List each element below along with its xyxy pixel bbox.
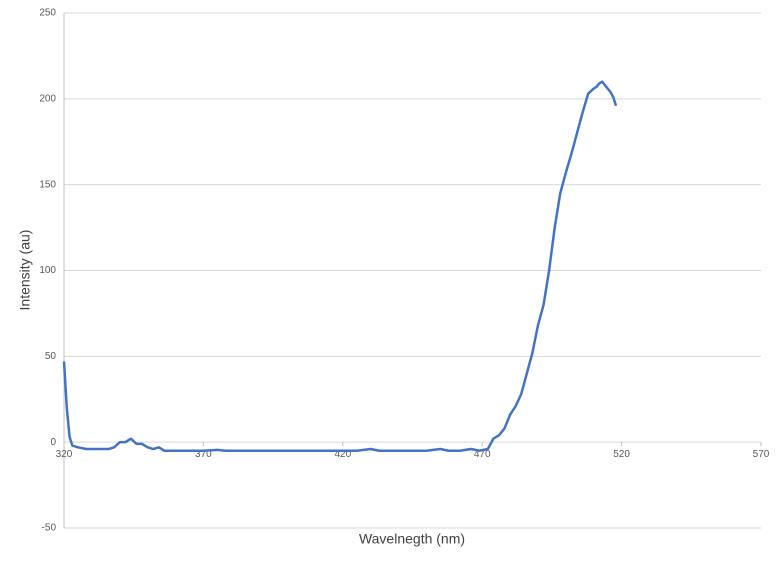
y-tick-label: -50 — [42, 523, 57, 534]
y-tick-label: 100 — [39, 265, 56, 276]
x-tick-label: 570 — [753, 449, 770, 460]
x-tick-label: 320 — [56, 449, 73, 460]
y-axis-title: Intensity (au) — [17, 230, 33, 311]
x-tick-label: 370 — [195, 449, 212, 460]
y-tick-label: 0 — [50, 437, 56, 448]
x-axis-title: Wavelnegth (nm) — [359, 531, 465, 547]
x-tick-label: 420 — [334, 449, 351, 460]
data-line — [62, 80, 618, 452]
y-tick-label: 150 — [39, 179, 56, 190]
x-tick-label: 520 — [613, 449, 630, 460]
x-tick-label: 470 — [474, 449, 491, 460]
y-tick-label: 50 — [45, 351, 57, 362]
y-tick-label: 200 — [39, 93, 56, 104]
y-tick-label: 250 — [39, 8, 56, 19]
